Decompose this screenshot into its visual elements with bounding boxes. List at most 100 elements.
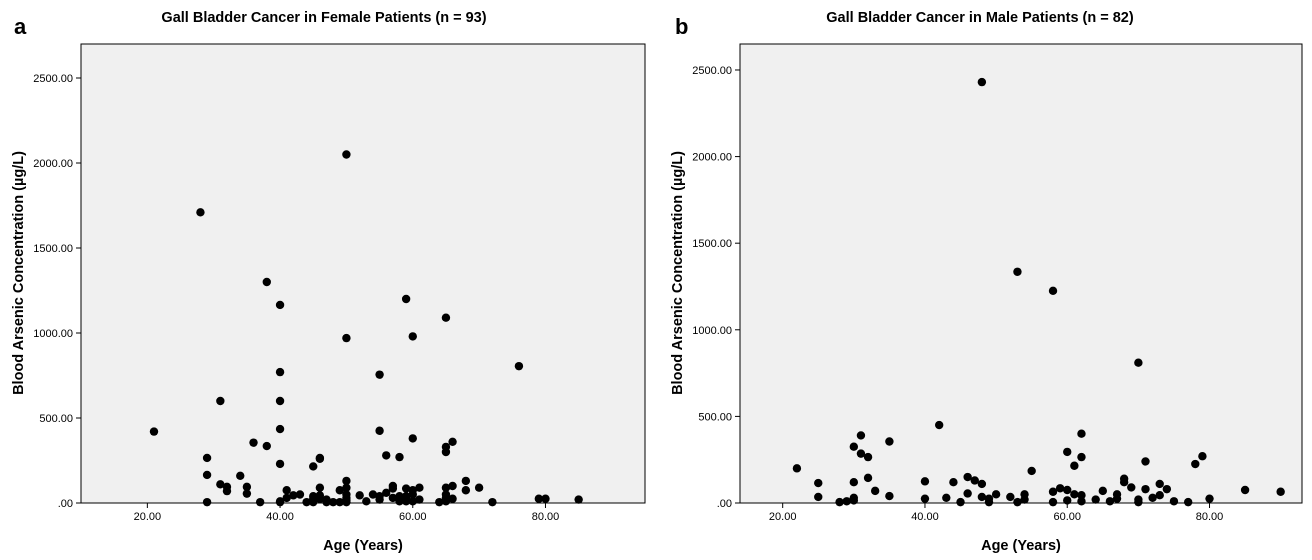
x-tick-label: 20.00 bbox=[134, 511, 162, 523]
data-point bbox=[920, 477, 930, 486]
data-point bbox=[302, 497, 311, 507]
y-tick-label: .00 bbox=[58, 498, 73, 510]
data-point bbox=[474, 483, 484, 492]
data-point bbox=[275, 424, 285, 434]
data-point bbox=[408, 434, 417, 443]
data-point bbox=[541, 494, 550, 503]
chart-title: Gall Bladder Cancer in Female Patients (… bbox=[161, 10, 486, 26]
data-point bbox=[295, 490, 305, 499]
data-point bbox=[1112, 494, 1122, 503]
data-point bbox=[885, 437, 894, 446]
x-tick-label: 20.00 bbox=[769, 511, 797, 523]
data-point bbox=[435, 497, 444, 507]
y-tick-label: 2000.00 bbox=[33, 158, 73, 170]
x-tick-label: 80.00 bbox=[532, 511, 560, 523]
data-point bbox=[408, 497, 417, 506]
data-point bbox=[196, 208, 205, 217]
data-point bbox=[1141, 457, 1150, 466]
data-point bbox=[984, 497, 994, 507]
data-point bbox=[408, 332, 417, 341]
data-point bbox=[885, 491, 894, 501]
data-point bbox=[1141, 484, 1150, 494]
data-point bbox=[1077, 452, 1086, 462]
data-point bbox=[1020, 495, 1029, 504]
data-point bbox=[415, 483, 424, 492]
panel-label: a bbox=[14, 14, 27, 39]
data-point bbox=[388, 484, 398, 493]
data-point bbox=[202, 470, 212, 480]
data-point bbox=[382, 488, 391, 497]
data-point bbox=[262, 441, 271, 451]
data-point bbox=[315, 483, 325, 492]
data-point bbox=[863, 473, 873, 483]
data-point bbox=[149, 427, 159, 436]
data-point bbox=[315, 454, 325, 463]
data-point bbox=[441, 447, 451, 457]
plot-area bbox=[80, 43, 646, 504]
data-point bbox=[461, 476, 471, 486]
data-point bbox=[448, 437, 457, 446]
data-point bbox=[388, 493, 398, 503]
y-tick-label: .00 bbox=[717, 498, 732, 510]
data-point bbox=[441, 483, 451, 492]
data-point bbox=[275, 396, 285, 406]
data-point bbox=[1070, 490, 1079, 499]
data-point bbox=[1055, 484, 1065, 493]
data-point bbox=[849, 478, 859, 487]
data-point bbox=[202, 497, 212, 507]
data-point bbox=[1276, 487, 1285, 496]
data-point bbox=[856, 449, 866, 458]
data-point bbox=[275, 300, 285, 310]
data-point bbox=[342, 150, 351, 159]
data-point bbox=[1155, 491, 1164, 500]
data-point bbox=[315, 494, 325, 503]
data-point bbox=[1048, 286, 1058, 296]
y-ticks: .00 500.00 1000.00 1500.00 2000.00 2500.00 bbox=[692, 65, 740, 510]
data-point bbox=[1027, 466, 1036, 476]
data-point bbox=[448, 481, 457, 491]
data-point bbox=[1048, 487, 1058, 496]
data-point bbox=[1162, 484, 1172, 494]
data-point bbox=[401, 497, 411, 506]
data-point bbox=[835, 497, 844, 507]
y-tick-label: 2500.00 bbox=[692, 65, 732, 77]
data-point bbox=[488, 497, 497, 507]
data-point bbox=[977, 77, 987, 87]
data-point bbox=[216, 396, 225, 406]
data-point bbox=[255, 497, 265, 507]
data-point bbox=[289, 491, 298, 500]
data-point bbox=[236, 471, 245, 480]
data-point bbox=[395, 452, 404, 462]
data-point bbox=[441, 313, 451, 322]
data-point bbox=[342, 483, 351, 492]
data-point bbox=[342, 476, 351, 486]
x-ticks: 20.00 40.00 60.00 80.00 bbox=[769, 503, 1223, 523]
data-point bbox=[415, 495, 424, 504]
data-point bbox=[342, 333, 351, 343]
data-point bbox=[991, 490, 1001, 499]
data-point bbox=[970, 476, 979, 485]
y-ticks: .00 500.00 1000.00 1500.00 2000.00 2500.00 bbox=[33, 73, 81, 510]
data-point bbox=[309, 497, 318, 507]
data-point bbox=[342, 497, 351, 507]
x-tick-label: 60.00 bbox=[399, 511, 427, 523]
data-point bbox=[461, 486, 471, 495]
data-point bbox=[870, 486, 880, 496]
data-point bbox=[242, 482, 252, 492]
data-point bbox=[849, 496, 859, 505]
x-tick-label: 60.00 bbox=[1053, 511, 1081, 523]
data-point bbox=[792, 464, 802, 473]
data-point bbox=[963, 472, 972, 482]
data-point bbox=[1063, 447, 1072, 457]
data-point bbox=[1063, 496, 1072, 505]
data-point bbox=[977, 479, 987, 489]
data-points bbox=[792, 77, 1285, 507]
y-tick-label: 500.00 bbox=[698, 411, 732, 423]
data-point bbox=[977, 492, 987, 502]
y-tick-label: 2500.00 bbox=[33, 73, 73, 85]
x-tick-label: 40.00 bbox=[911, 511, 939, 523]
data-point bbox=[963, 489, 972, 498]
data-point bbox=[1191, 459, 1200, 469]
data-point bbox=[1127, 483, 1136, 492]
data-point bbox=[1183, 497, 1193, 507]
